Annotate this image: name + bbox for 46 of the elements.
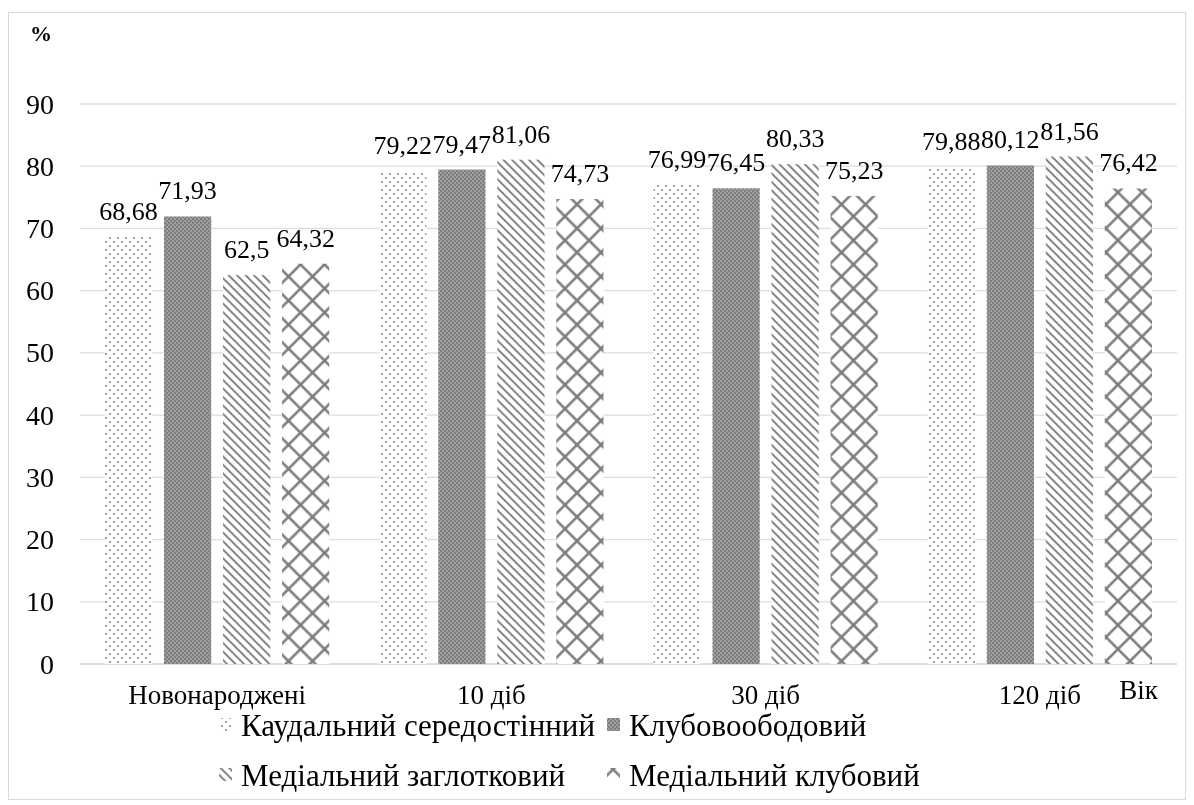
- y-tick-label: 70: [26, 212, 54, 244]
- data-label: 81,56: [1040, 116, 1099, 146]
- bar: [830, 195, 878, 664]
- y-tick-label: 10: [26, 586, 54, 618]
- bar: [1045, 156, 1093, 664]
- data-label: 79,22: [373, 131, 433, 161]
- bar: [986, 165, 1034, 664]
- y-tick-label: 80: [26, 150, 54, 182]
- x-axis-title: Вік: [1119, 675, 1159, 705]
- x-tick-label: 120 діб: [998, 680, 1081, 710]
- x-tick-label: 10 діб: [457, 680, 526, 710]
- data-label: 64,32: [276, 223, 335, 253]
- bar: [497, 159, 545, 664]
- y-tick-label: 90: [26, 88, 54, 120]
- data-label: 62,5: [223, 235, 270, 265]
- y-tick-label: 0: [40, 648, 54, 680]
- data-label: 76,99: [647, 144, 707, 174]
- legend-label: Медіальний клубовий: [629, 757, 920, 793]
- bar: [223, 275, 271, 664]
- data-label: 76,42: [1099, 148, 1158, 178]
- data-label: 80,12: [981, 125, 1040, 155]
- y-tick-label: 50: [26, 337, 54, 369]
- x-tick-label: Новонароджені: [128, 680, 306, 710]
- data-label: 68,68: [99, 196, 158, 226]
- bar: [712, 188, 760, 664]
- y-tick-label: 20: [26, 524, 54, 556]
- y-tick-label: 60: [26, 275, 54, 307]
- data-label: 80,33: [765, 124, 825, 154]
- data-label: 76,45: [706, 148, 766, 178]
- data-label: 75,23: [824, 155, 884, 185]
- y-tick-label: 40: [26, 399, 54, 431]
- data-label: 74,73: [550, 159, 610, 189]
- bar: [164, 216, 212, 664]
- data-label: 81,06: [491, 119, 551, 149]
- data-label: 79,47: [432, 129, 492, 159]
- bar: [771, 164, 819, 664]
- x-tick-label: 30 діб: [731, 680, 800, 710]
- legend-label: Медіальний заглотковий: [241, 757, 566, 793]
- bar: [1104, 188, 1152, 664]
- y-axis-title: %: [30, 20, 52, 46]
- bar: [438, 169, 486, 664]
- bar: [282, 263, 330, 664]
- bar: [556, 199, 604, 664]
- data-label: 79,88: [922, 126, 981, 156]
- data-label: 71,93: [158, 176, 217, 206]
- y-tick-label: 30: [26, 461, 54, 493]
